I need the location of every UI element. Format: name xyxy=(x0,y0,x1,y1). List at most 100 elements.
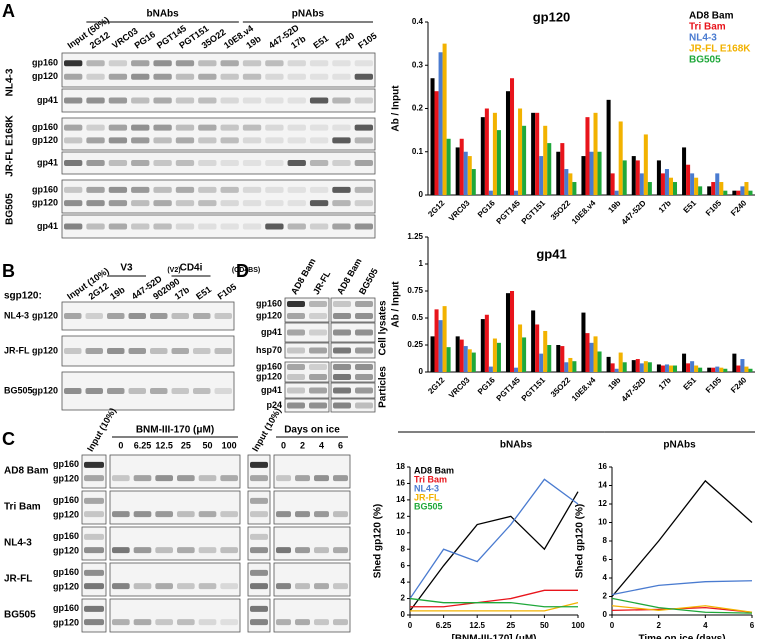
lane-label: 0 xyxy=(281,440,286,450)
y-tick-label: 2 xyxy=(401,594,406,603)
bar xyxy=(430,78,435,195)
blot-band xyxy=(131,137,150,144)
blot-band xyxy=(198,160,217,166)
lane-label: F240 xyxy=(334,31,357,51)
x-tick-label: PG16 xyxy=(476,375,497,396)
blot-band xyxy=(287,200,306,207)
bar xyxy=(614,190,619,195)
blot-band xyxy=(153,223,172,230)
y-tick-label: 14 xyxy=(396,495,405,504)
panel-label: A xyxy=(2,1,15,21)
blot-band xyxy=(332,160,351,166)
y-tick-label: 6 xyxy=(401,561,406,570)
band-label: p24 xyxy=(266,400,282,410)
blot-band xyxy=(332,137,351,144)
blot-band xyxy=(276,583,291,590)
blot-band xyxy=(155,547,173,554)
y-tick-label: 0.5 xyxy=(412,313,424,322)
x-tick-label: 17b xyxy=(657,375,673,391)
blot-band xyxy=(309,186,329,193)
blot-band xyxy=(64,313,82,319)
blot-band xyxy=(276,619,291,626)
blot-band xyxy=(112,619,130,626)
y-tick-label: 0.1 xyxy=(412,147,424,156)
blot xyxy=(247,490,271,525)
x-tick-label: 10E8.v4 xyxy=(570,198,598,226)
blot-band xyxy=(309,364,327,370)
blot-band xyxy=(133,619,152,626)
blot-band xyxy=(198,511,217,518)
blot-band xyxy=(355,364,373,370)
bar xyxy=(556,345,561,372)
band-label: gp120 xyxy=(256,310,282,320)
bar xyxy=(459,138,464,195)
blot-band xyxy=(333,402,351,409)
blot-band xyxy=(309,73,329,80)
band-label: gp120 xyxy=(53,474,79,484)
y-tick-label: 0 xyxy=(419,190,424,199)
blot-band xyxy=(175,97,195,104)
band-label: gp41 xyxy=(261,385,282,395)
blot-band xyxy=(108,223,128,230)
bar xyxy=(539,353,544,372)
x-tick-label: F105 xyxy=(704,375,724,395)
bar xyxy=(614,368,619,372)
blot-band xyxy=(309,329,327,336)
bar xyxy=(748,190,753,195)
band-label: gp120 xyxy=(32,71,58,81)
blot-band xyxy=(84,619,104,626)
bar xyxy=(442,43,447,195)
blot-band xyxy=(354,73,373,80)
blot-band xyxy=(108,186,128,193)
lane-label: 2 xyxy=(300,440,305,450)
blot-band xyxy=(276,475,291,482)
blot-band xyxy=(332,124,351,131)
blot-band xyxy=(131,200,150,207)
bar xyxy=(643,361,648,372)
band-label: gp120 xyxy=(32,345,58,355)
x-tick-label: 6.25 xyxy=(436,621,452,630)
blot-band xyxy=(220,137,239,144)
x-tick-label: PG16 xyxy=(476,198,497,219)
blot-band xyxy=(287,223,306,230)
band-label: hsp70 xyxy=(256,345,282,355)
blot-band xyxy=(84,583,104,590)
blot xyxy=(330,297,376,323)
blot-band xyxy=(287,137,306,144)
lane-label: 0 xyxy=(118,440,123,450)
bar xyxy=(589,151,594,195)
blot-band xyxy=(177,547,195,554)
blot-band xyxy=(133,583,152,590)
blot-band xyxy=(309,313,327,319)
legend-entry: NL4-3 xyxy=(414,483,439,493)
blot-band xyxy=(64,200,83,207)
blot-band xyxy=(198,186,217,193)
blot-band xyxy=(64,97,83,104)
legend-entry: AD8 Bam xyxy=(414,465,454,475)
blot-band xyxy=(314,619,329,626)
blot-band xyxy=(333,313,351,319)
blot xyxy=(273,598,351,633)
y-tick-label: 4 xyxy=(401,577,406,586)
blot-band xyxy=(250,511,268,518)
blot-band xyxy=(128,348,146,354)
line xyxy=(611,479,753,597)
blot-band xyxy=(287,313,305,319)
blot-band xyxy=(333,547,348,554)
blot-band xyxy=(220,73,239,80)
blot-band xyxy=(108,200,128,207)
blot-band xyxy=(214,313,232,319)
bar xyxy=(715,366,720,372)
lane-label: F105 xyxy=(356,31,379,51)
bar xyxy=(740,359,745,372)
bar xyxy=(522,337,527,372)
bar xyxy=(660,173,665,195)
band-label: gp120 xyxy=(53,546,79,556)
blot xyxy=(61,88,376,113)
blot-band xyxy=(84,605,104,612)
blot-band xyxy=(153,200,172,207)
bar xyxy=(694,365,699,372)
blot xyxy=(61,179,376,214)
blot-band xyxy=(287,186,306,193)
blot-band xyxy=(355,402,373,409)
